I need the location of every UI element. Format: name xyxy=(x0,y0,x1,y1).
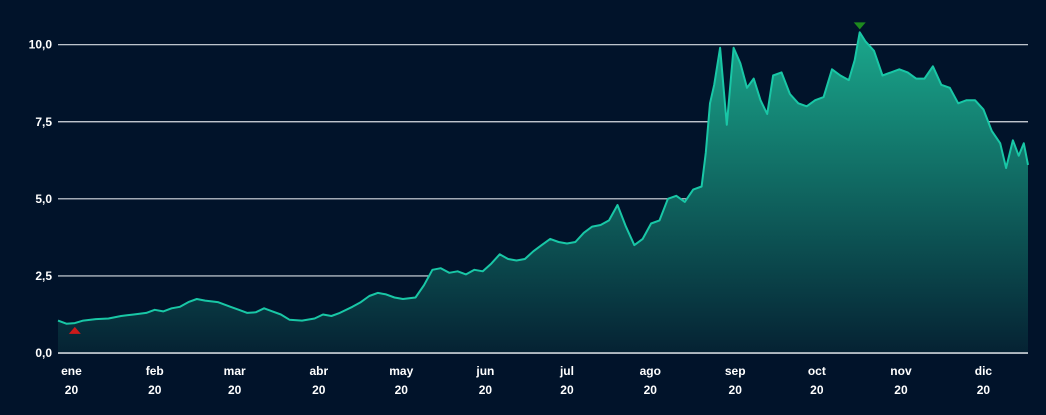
y-tick-label-0: 0,0 xyxy=(35,346,52,360)
x-tick-year-0: 20 xyxy=(65,383,79,397)
x-tick-year-3: 20 xyxy=(312,383,326,397)
x-tick-year-4: 20 xyxy=(395,383,409,397)
x-tick-month-ago: ago xyxy=(640,364,661,378)
x-tick-month-jun: jun xyxy=(475,364,494,378)
x-tick-month-feb: feb xyxy=(146,364,164,378)
x-tick-year-7: 20 xyxy=(644,383,658,397)
x-tick-month-may: may xyxy=(389,364,413,378)
x-tick-year-2: 20 xyxy=(228,383,242,397)
series-fill xyxy=(58,32,1028,354)
x-tick-year-6: 20 xyxy=(560,383,574,397)
x-tick-month-abr: abr xyxy=(309,364,328,378)
x-tick-month-nov: nov xyxy=(890,364,912,378)
x-tick-year-11: 20 xyxy=(977,383,991,397)
series-line xyxy=(57,31,1029,325)
x-tick-month-mar: mar xyxy=(224,364,246,378)
y-axis-labels: 0,0 2,5 5,0 7,5 10,0 xyxy=(29,38,53,360)
x-tick-month-ene: ene xyxy=(61,364,82,378)
y-tick-label-2: 5,0 xyxy=(35,192,52,206)
x-tick-year-8: 20 xyxy=(729,383,743,397)
min-marker xyxy=(68,326,81,334)
y-tick-label-3: 7,5 xyxy=(35,115,52,129)
x-tick-year-5: 20 xyxy=(479,383,493,397)
x-tick-month-jul: jul xyxy=(559,364,574,378)
x-tick-year-10: 20 xyxy=(894,383,908,397)
series-area xyxy=(57,31,1029,354)
y-tick-label-4: 10,0 xyxy=(29,38,53,52)
x-axis-labels: ene 20 feb 20 mar 20 abr 20 may 20 jun 20 jul 20 ago 20… xyxy=(61,364,992,397)
x-tick-year-1: 20 xyxy=(148,383,162,397)
x-tick-month-sep: sep xyxy=(725,364,746,378)
x-tick-year-9: 20 xyxy=(810,383,824,397)
max-marker xyxy=(853,22,866,30)
extreme-markers xyxy=(68,22,866,334)
x-tick-month-oct: oct xyxy=(808,364,826,378)
y-tick-label-1: 2,5 xyxy=(35,269,52,283)
x-tick-month-dic: dic xyxy=(975,364,993,378)
